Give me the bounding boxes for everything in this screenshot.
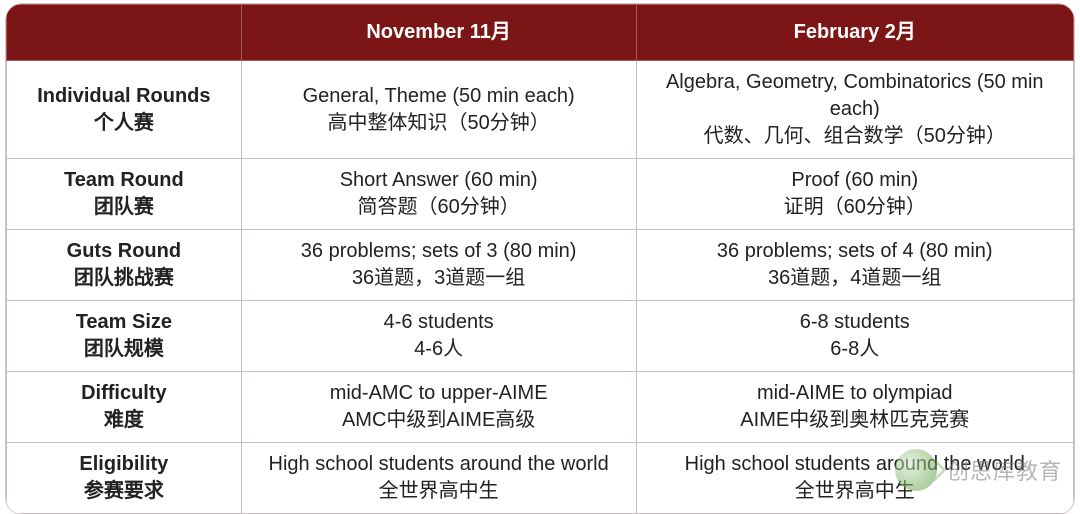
cell-zh: AMC中级到AIME高级 [248, 407, 630, 434]
cell-february: Algebra, Geometry, Combinatorics (50 min… [636, 61, 1073, 159]
cell-en: 36 problems; sets of 4 (80 min) [643, 238, 1067, 265]
header-label: November 11月 [248, 19, 630, 46]
row-label-en: Team Size [13, 309, 235, 336]
cell-february: 6-8 students 6-8人 [636, 301, 1073, 372]
table-row: Individual Rounds 个人赛 General, Theme (50… [7, 61, 1074, 159]
table-row: Team Size 团队规模 4-6 students 4-6人 6-8 stu… [7, 301, 1074, 372]
cell-zh: 4-6人 [248, 336, 630, 363]
cell-zh: 高中整体知识（50分钟） [248, 110, 630, 137]
cell-november: High school students around the world 全世… [241, 443, 636, 514]
cell-en: General, Theme (50 min each) [248, 83, 630, 110]
row-label-en: Individual Rounds [13, 83, 235, 110]
cell-en: High school students around the world [643, 451, 1067, 478]
row-label-en: Guts Round [13, 238, 235, 265]
cell-zh: 6-8人 [643, 336, 1067, 363]
row-label-en: Eligibility [13, 451, 235, 478]
cell-november: General, Theme (50 min each) 高中整体知识（50分钟… [241, 61, 636, 159]
cell-en: mid-AMC to upper-AIME [248, 380, 630, 407]
cell-november: Short Answer (60 min) 简答题（60分钟） [241, 159, 636, 230]
cell-en: 6-8 students [643, 309, 1067, 336]
cell-en: Algebra, Geometry, Combinatorics (50 min… [643, 69, 1067, 123]
cell-february: mid-AIME to olympiad AIME中级到奥林匹克竞赛 [636, 372, 1073, 443]
cell-february: High school students around the world 全世… [636, 443, 1073, 514]
cell-en: Proof (60 min) [643, 167, 1067, 194]
cell-november: 4-6 students 4-6人 [241, 301, 636, 372]
row-label: Guts Round 团队挑战赛 [7, 230, 242, 301]
table-header: November 11月 February 2月 [7, 5, 1074, 61]
cell-zh: 代数、几何、组合数学（50分钟） [643, 123, 1067, 150]
row-label: Eligibility 参赛要求 [7, 443, 242, 514]
cell-zh: 证明（60分钟） [643, 194, 1067, 221]
header-november: November 11月 [241, 5, 636, 61]
row-label-zh: 团队挑战赛 [13, 265, 235, 292]
row-label-zh: 参赛要求 [13, 478, 235, 505]
row-label: Difficulty 难度 [7, 372, 242, 443]
row-label-zh: 团队规模 [13, 336, 235, 363]
table-body: Individual Rounds 个人赛 General, Theme (50… [7, 61, 1074, 514]
comparison-table-container: November 11月 February 2月 Individual Roun… [6, 4, 1074, 514]
row-label-en: Difficulty [13, 380, 235, 407]
cell-zh: 36道题，3道题一组 [248, 265, 630, 292]
header-february: February 2月 [636, 5, 1073, 61]
cell-february: 36 problems; sets of 4 (80 min) 36道题，4道题… [636, 230, 1073, 301]
cell-zh: 36道题，4道题一组 [643, 265, 1067, 292]
cell-november: mid-AMC to upper-AIME AMC中级到AIME高级 [241, 372, 636, 443]
cell-en: 4-6 students [248, 309, 630, 336]
table-row: Difficulty 难度 mid-AMC to upper-AIME AMC中… [7, 372, 1074, 443]
table-row: Guts Round 团队挑战赛 36 problems; sets of 3 … [7, 230, 1074, 301]
cell-zh: 全世界高中生 [248, 478, 630, 505]
row-label-en: Team Round [13, 167, 235, 194]
cell-november: 36 problems; sets of 3 (80 min) 36道题，3道题… [241, 230, 636, 301]
cell-february: Proof (60 min) 证明（60分钟） [636, 159, 1073, 230]
cell-zh: 全世界高中生 [643, 478, 1067, 505]
row-label-zh: 难度 [13, 407, 235, 434]
header-blank [7, 5, 242, 61]
row-label: Individual Rounds 个人赛 [7, 61, 242, 159]
cell-zh: AIME中级到奥林匹克竞赛 [643, 407, 1067, 434]
comparison-table: November 11月 February 2月 Individual Roun… [6, 4, 1074, 514]
cell-en: High school students around the world [248, 451, 630, 478]
row-label-zh: 个人赛 [13, 110, 235, 137]
cell-en: 36 problems; sets of 3 (80 min) [248, 238, 630, 265]
row-label-zh: 团队赛 [13, 194, 235, 221]
row-label: Team Round 团队赛 [7, 159, 242, 230]
table-row: Eligibility 参赛要求 High school students ar… [7, 443, 1074, 514]
header-label: February 2月 [643, 19, 1067, 46]
cell-zh: 简答题（60分钟） [248, 194, 630, 221]
table-row: Team Round 团队赛 Short Answer (60 min) 简答题… [7, 159, 1074, 230]
row-label: Team Size 团队规模 [7, 301, 242, 372]
cell-en: mid-AIME to olympiad [643, 380, 1067, 407]
header-row: November 11月 February 2月 [7, 5, 1074, 61]
cell-en: Short Answer (60 min) [248, 167, 630, 194]
